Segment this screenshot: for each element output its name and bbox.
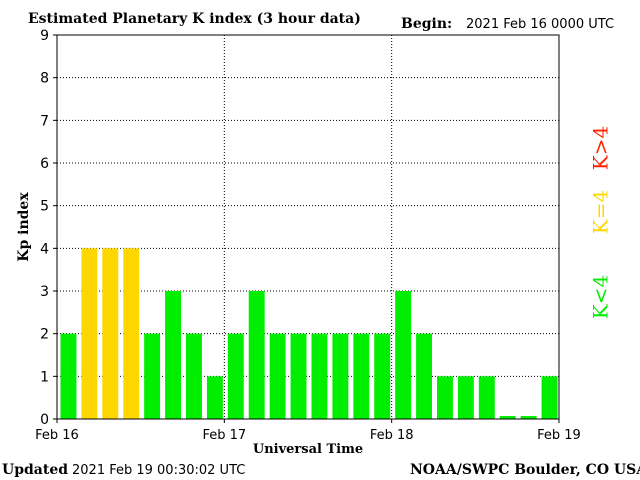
kp-bar <box>290 333 307 419</box>
kp-bar <box>395 291 412 419</box>
kp-bar <box>353 333 370 419</box>
kp-bar <box>416 333 432 419</box>
kp-bar <box>81 248 98 419</box>
x-axis-label: Universal Time <box>253 442 363 457</box>
y-tick-label: 1 <box>40 369 49 385</box>
y-tick-label: 4 <box>40 241 49 257</box>
y-tick-label: 0 <box>40 412 49 428</box>
kp-bar <box>520 416 537 419</box>
kp-bar <box>206 376 223 419</box>
y-tick-label: 3 <box>40 284 49 300</box>
kp-bar <box>144 333 161 419</box>
kp-bar <box>60 333 77 419</box>
y-tick-label: 2 <box>40 327 49 343</box>
y-tick-label: 7 <box>40 113 49 129</box>
kp-bar <box>248 291 265 419</box>
kp-bar <box>165 291 181 419</box>
begin-value: 2021 Feb 16 0000 UTC <box>466 17 614 32</box>
updated-value: 2021 Feb 19 00:30:02 UTC <box>72 463 245 478</box>
kp-bar <box>374 333 391 419</box>
grid-lines <box>57 35 559 419</box>
legend-item: K=4 <box>589 190 613 234</box>
kp-bar <box>437 376 453 419</box>
legend: K<4 K=4 K>4 <box>589 126 613 319</box>
kp-bar <box>269 333 286 419</box>
y-tick-label: 5 <box>40 199 49 215</box>
kp-bar <box>102 248 119 419</box>
y-tick-label: 9 <box>40 28 49 44</box>
x-tick-label: Feb 17 <box>202 428 246 443</box>
kp-bar <box>541 376 558 419</box>
legend-item: K<4 <box>589 275 613 319</box>
begin-label: Begin: <box>401 16 452 32</box>
credit-text: NOAA/SWPC Boulder, CO USA <box>410 462 640 478</box>
bar-series <box>60 248 558 419</box>
x-tick-label: Feb 16 <box>35 428 79 443</box>
x-tick-label: Feb 18 <box>370 428 414 443</box>
kp-bar <box>311 333 328 419</box>
updated-label: Updated <box>2 462 68 478</box>
kp-bar <box>499 416 516 419</box>
y-axis-ticks: 0 1 2 3 4 5 6 7 8 9 <box>40 28 57 428</box>
kp-bar <box>478 376 495 419</box>
y-tick-label: 8 <box>40 71 49 87</box>
plot-frame <box>56 34 560 420</box>
chart-title: Estimated Planetary K index (3 hour data… <box>28 11 361 27</box>
y-axis-label: Kp index <box>16 192 32 262</box>
kp-bar <box>457 376 474 419</box>
x-axis-ticks: Feb 16 Feb 17 Feb 18 Feb 19 <box>35 419 581 443</box>
y-tick-label: 6 <box>40 156 49 172</box>
x-tick-label: Feb 19 <box>537 428 581 443</box>
kp-bar <box>186 333 202 419</box>
kp-bar <box>332 333 349 419</box>
legend-item: K>4 <box>589 126 613 170</box>
kp-bar <box>123 248 140 419</box>
kp-bar <box>227 333 244 419</box>
